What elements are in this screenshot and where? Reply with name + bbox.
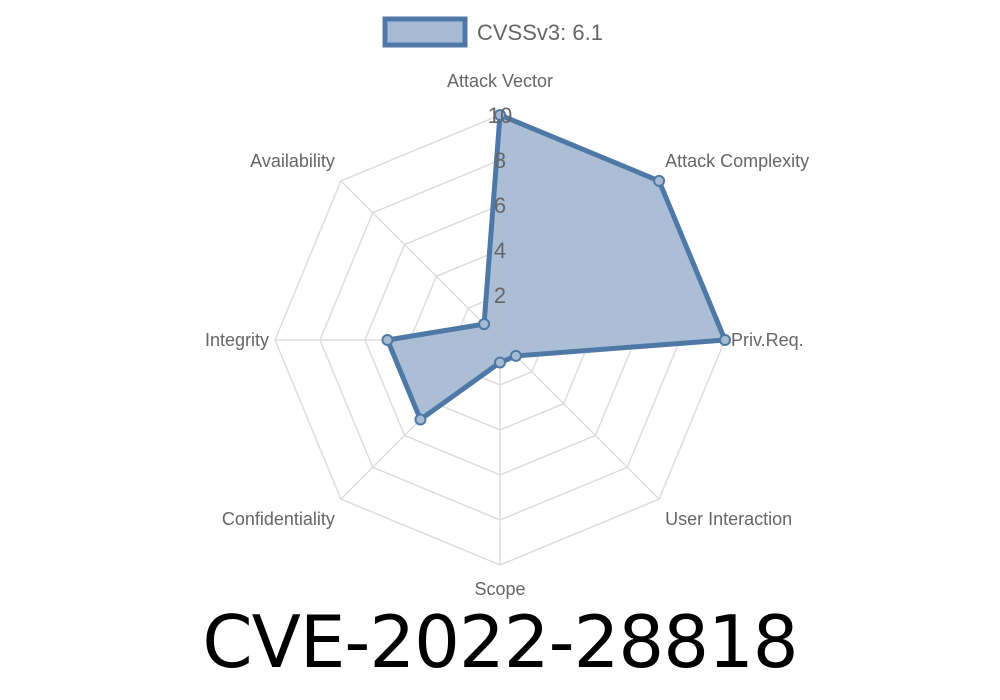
grid-spoke xyxy=(499,339,660,500)
data-point xyxy=(494,356,506,369)
axis-label: Availability xyxy=(250,151,335,171)
tick-label: 4 xyxy=(494,238,506,263)
data-point xyxy=(719,334,731,346)
data-point xyxy=(509,349,522,362)
tick-label: 10 xyxy=(488,103,512,128)
axis-label: Attack Vector xyxy=(447,71,553,91)
axis-label: Confidentiality xyxy=(222,509,335,529)
chart-title: CVE-2022-28818 xyxy=(202,600,798,684)
axis-label: User Interaction xyxy=(665,509,792,529)
axis-label: Scope xyxy=(474,579,525,599)
axis-label: Attack Complexity xyxy=(665,151,809,171)
axis-label: Integrity xyxy=(205,330,269,350)
data-point xyxy=(653,174,666,187)
data-point xyxy=(494,109,506,121)
grid-spoke xyxy=(340,180,501,341)
tick-label: 6 xyxy=(494,193,506,218)
legend-swatch xyxy=(382,16,468,48)
axis-label: Priv.Req. xyxy=(731,330,804,350)
data-point xyxy=(381,334,394,346)
data-point xyxy=(414,413,427,426)
tick-label: 8 xyxy=(494,148,506,173)
legend-label: CVSSv3: 6.1 xyxy=(477,20,603,45)
data-point xyxy=(478,318,491,331)
tick-label: 2 xyxy=(494,283,506,308)
